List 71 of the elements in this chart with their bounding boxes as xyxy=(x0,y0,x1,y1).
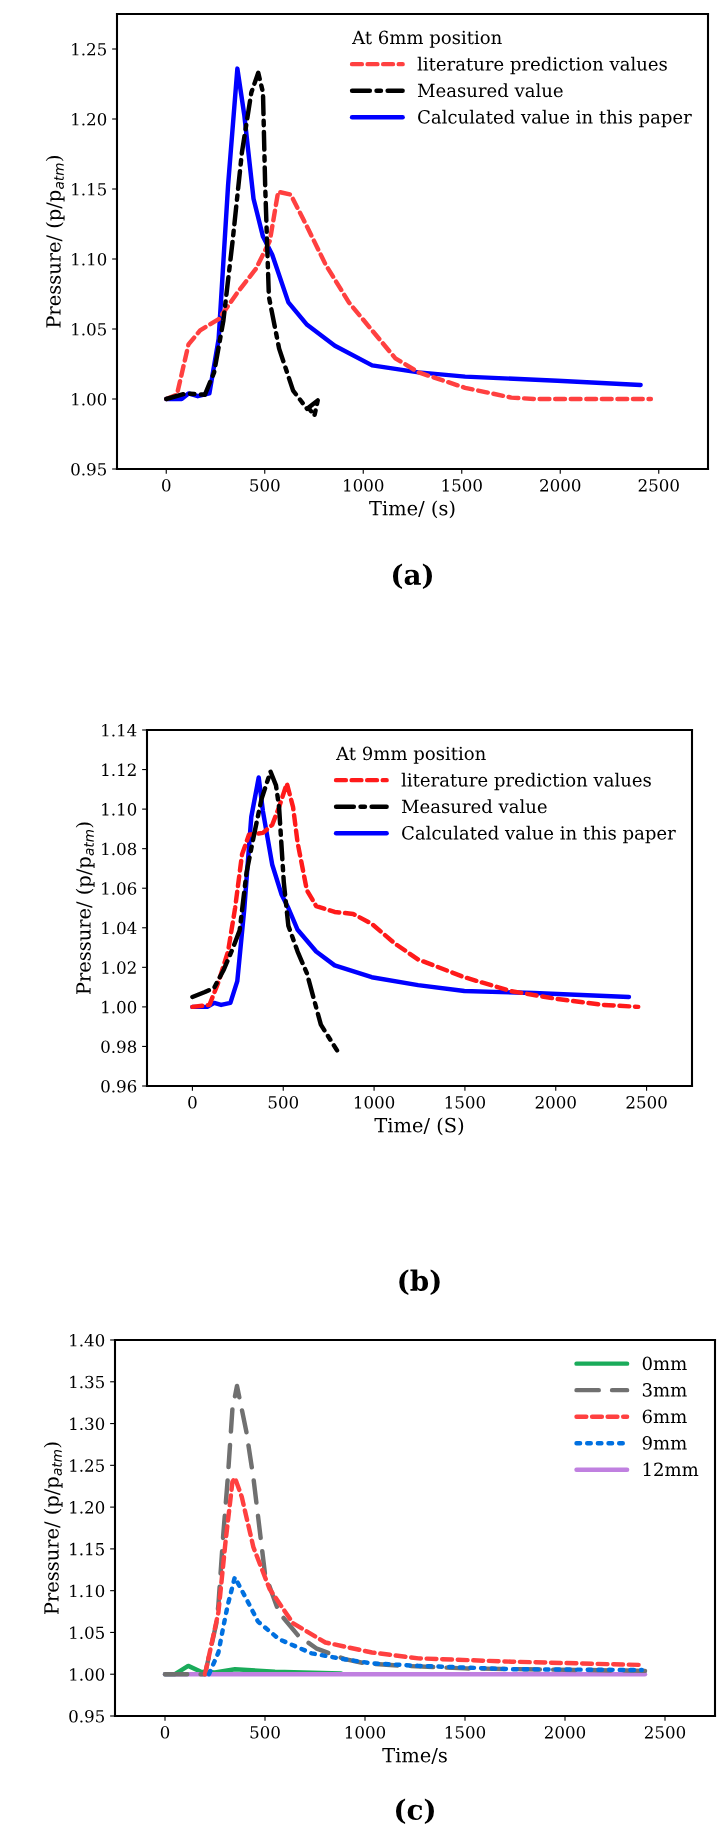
legend-title: At 6mm position xyxy=(351,30,502,48)
text: (c) xyxy=(396,1798,434,1824)
y-tick-label: 1.04 xyxy=(102,921,137,935)
y-tick-label: 1.10 xyxy=(70,1584,105,1598)
y-tick-label: 1.15 xyxy=(72,182,106,196)
y-tick-label: 1.06 xyxy=(102,882,137,895)
y-tick-label: 1.08 xyxy=(102,842,137,856)
x-tick-label: 1500 xyxy=(442,479,482,492)
y-tick-label: 0.98 xyxy=(101,1040,137,1054)
line-series xyxy=(164,70,320,419)
legend-label: 12mm xyxy=(643,1462,699,1476)
y-tick-label: 1.12 xyxy=(102,763,136,777)
legend-label: literature prediction values xyxy=(401,772,651,791)
legend-label: Calculated value in this paper xyxy=(402,825,676,844)
y-tick-label: 1.20 xyxy=(70,1501,105,1514)
legend-title: At 9mm position xyxy=(335,746,486,764)
line-series xyxy=(206,1575,645,1677)
x-tick-label: 1000 xyxy=(344,479,384,492)
y-tick-label: 1.05 xyxy=(72,322,106,336)
y-axis-title: Pressure/ (p/p$_{atm}$) xyxy=(75,822,95,995)
legend-label: 3mm xyxy=(642,1383,687,1397)
y-tick-label: 0.95 xyxy=(71,462,106,476)
x-tick-label: 2500 xyxy=(644,1726,686,1739)
x-axis-title: Time/ (S) xyxy=(374,1117,464,1136)
x-tick-label: 500 xyxy=(250,479,280,492)
y-tick-label: 1.00 xyxy=(102,1000,137,1014)
y-tick-label: 0.96 xyxy=(101,1079,137,1093)
x-tick-label: 500 xyxy=(250,1726,280,1739)
legend-label: Measured value xyxy=(417,83,563,98)
x-tick-label: 2000 xyxy=(544,1726,586,1739)
y-tick-label: 1.00 xyxy=(72,392,107,406)
legend-label: Measured value xyxy=(401,799,547,814)
legend-label: 0mm xyxy=(642,1356,687,1371)
x-axis-title: Time/s xyxy=(382,1747,447,1764)
y-axis-title: Pressure/ (p/p$_{atm}$) xyxy=(43,1442,63,1615)
x-tick-label: 2500 xyxy=(638,479,679,492)
y-tick-label: 1.05 xyxy=(70,1626,104,1640)
y-tick-label: 1.35 xyxy=(70,1375,104,1389)
y-tick-label: 1.10 xyxy=(102,803,137,816)
x-tick-label: 0 xyxy=(162,479,171,492)
x-axis-title: Time/ (s) xyxy=(369,500,455,519)
x-tick-label: 2000 xyxy=(540,479,581,492)
y-tick-label: 0.95 xyxy=(69,1709,104,1723)
text: (b) xyxy=(399,1269,440,1295)
text: (a) xyxy=(392,563,432,589)
y-tick-label: 1.15 xyxy=(70,1542,104,1556)
x-tick-label: 0 xyxy=(160,1726,170,1739)
legend-label: Calculated value in this paper xyxy=(418,109,692,128)
line-series xyxy=(164,189,654,402)
y-tick-label: 1.20 xyxy=(72,112,107,126)
x-tick-label: 1000 xyxy=(345,1726,386,1739)
y-axis-title: Pressure/ (p/p$_{atm}$) xyxy=(45,155,65,328)
x-tick-label: 1500 xyxy=(445,1096,486,1109)
x-tick-label: 2000 xyxy=(535,1096,576,1109)
x-tick-label: 1500 xyxy=(445,1726,486,1739)
x-tick-label: 500 xyxy=(268,1096,299,1109)
y-tick-label: 1.10 xyxy=(72,252,107,266)
y-tick-label: 1.14 xyxy=(102,723,137,737)
y-tick-label: 1.25 xyxy=(70,1459,104,1472)
y-tick-label: 1.40 xyxy=(70,1333,105,1347)
y-tick-label: 1.25 xyxy=(72,42,106,56)
legend-label: literature prediction values xyxy=(417,56,667,75)
y-tick-label: 1.02 xyxy=(102,961,136,974)
x-tick-label: 0 xyxy=(188,1096,197,1109)
y-tick-label: 1.30 xyxy=(70,1417,105,1431)
x-tick-label: 2500 xyxy=(626,1096,667,1109)
x-tick-label: 1000 xyxy=(354,1096,395,1109)
line-series xyxy=(190,769,340,1053)
y-tick-label: 1.00 xyxy=(70,1668,105,1681)
legend-label: 6mm xyxy=(642,1409,687,1424)
legend-label: 9mm xyxy=(642,1436,687,1450)
